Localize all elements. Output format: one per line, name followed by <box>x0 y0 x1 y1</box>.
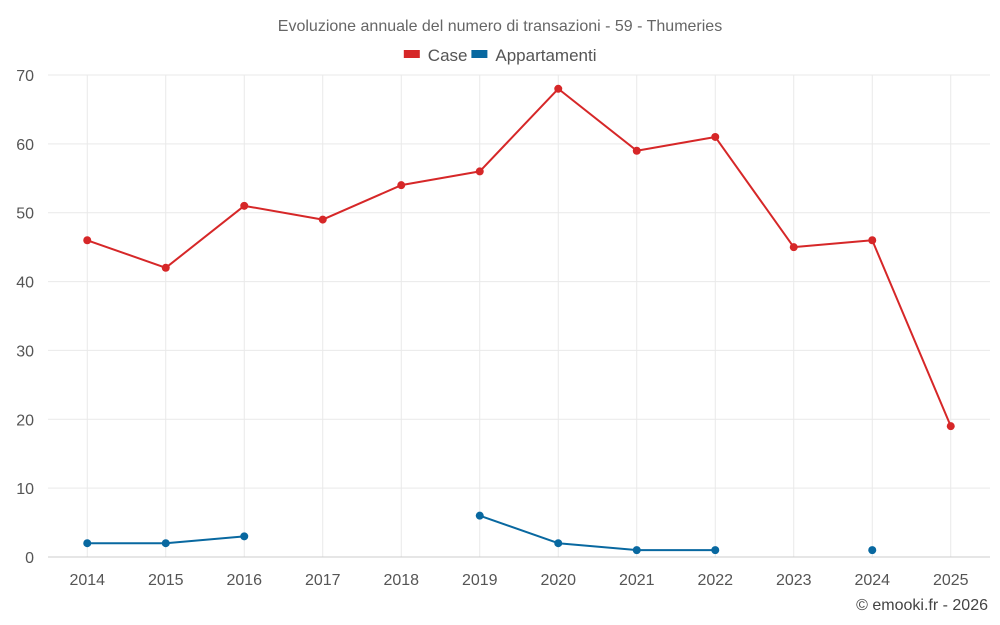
y-tick-label: 50 <box>16 206 34 223</box>
x-tick-label: 2024 <box>854 572 890 589</box>
series-line <box>479 514 716 552</box>
series-layer <box>83 84 955 555</box>
data-point[interactable] <box>632 546 641 555</box>
x-tick-label: 2025 <box>933 572 969 589</box>
legend-label: Appartamenti <box>495 46 596 65</box>
data-point[interactable] <box>711 132 720 141</box>
legend-item[interactable]: Case <box>403 46 468 65</box>
legend-swatch <box>403 50 420 58</box>
series-appartamenti <box>83 511 877 555</box>
series-line <box>86 87 952 427</box>
x-tick-label: 2020 <box>540 572 576 589</box>
y-tick-label: 60 <box>16 137 34 154</box>
x-tick-label: 2018 <box>383 572 419 589</box>
y-tick-label: 70 <box>16 68 34 85</box>
chart-title: Evoluzione annuale del numero di transaz… <box>278 18 722 35</box>
x-axis-ticks: 2014 2015 2016 2017 2018 2019 2020 2021 2022 2023… <box>69 572 968 589</box>
data-point[interactable] <box>397 181 406 190</box>
data-point[interactable] <box>946 422 955 431</box>
y-tick-label: 0 <box>25 550 34 567</box>
legend: Case Appartamenti <box>403 46 597 65</box>
data-point[interactable] <box>161 539 170 548</box>
data-point[interactable] <box>632 146 641 155</box>
y-axis-ticks: 0 10 20 30 40 50 60 70 <box>16 68 34 567</box>
data-point[interactable] <box>789 243 798 252</box>
x-tick-label: 2019 <box>462 572 498 589</box>
series-case <box>83 84 955 431</box>
data-point[interactable] <box>475 167 484 176</box>
data-point[interactable] <box>83 539 92 548</box>
grid-lines <box>48 74 990 558</box>
legend-swatch <box>471 50 488 58</box>
x-tick-label: 2023 <box>776 572 812 589</box>
data-point[interactable] <box>83 236 92 245</box>
x-tick-label: 2016 <box>226 572 262 589</box>
data-point[interactable] <box>554 84 563 93</box>
y-tick-label: 10 <box>16 481 34 498</box>
y-tick-label: 40 <box>16 275 34 292</box>
credit-text: © emooki.fr - 2026 <box>856 597 988 614</box>
x-tick-label: 2022 <box>697 572 733 589</box>
x-tick-label: 2014 <box>69 572 105 589</box>
x-tick-label: 2021 <box>619 572 655 589</box>
data-point[interactable] <box>240 532 249 541</box>
data-point[interactable] <box>240 201 249 210</box>
data-point[interactable] <box>318 215 327 224</box>
x-tick-label: 2017 <box>305 572 341 589</box>
data-point[interactable] <box>868 236 877 245</box>
data-point[interactable] <box>554 539 563 548</box>
data-point[interactable] <box>475 511 484 520</box>
y-tick-label: 20 <box>16 412 34 429</box>
data-point[interactable] <box>161 263 170 272</box>
x-tick-label: 2015 <box>148 572 184 589</box>
legend-item[interactable]: Appartamenti <box>471 46 597 65</box>
y-tick-label: 30 <box>16 343 34 360</box>
data-point[interactable] <box>711 546 720 555</box>
legend-label: Case <box>428 46 468 65</box>
data-point[interactable] <box>868 546 877 555</box>
